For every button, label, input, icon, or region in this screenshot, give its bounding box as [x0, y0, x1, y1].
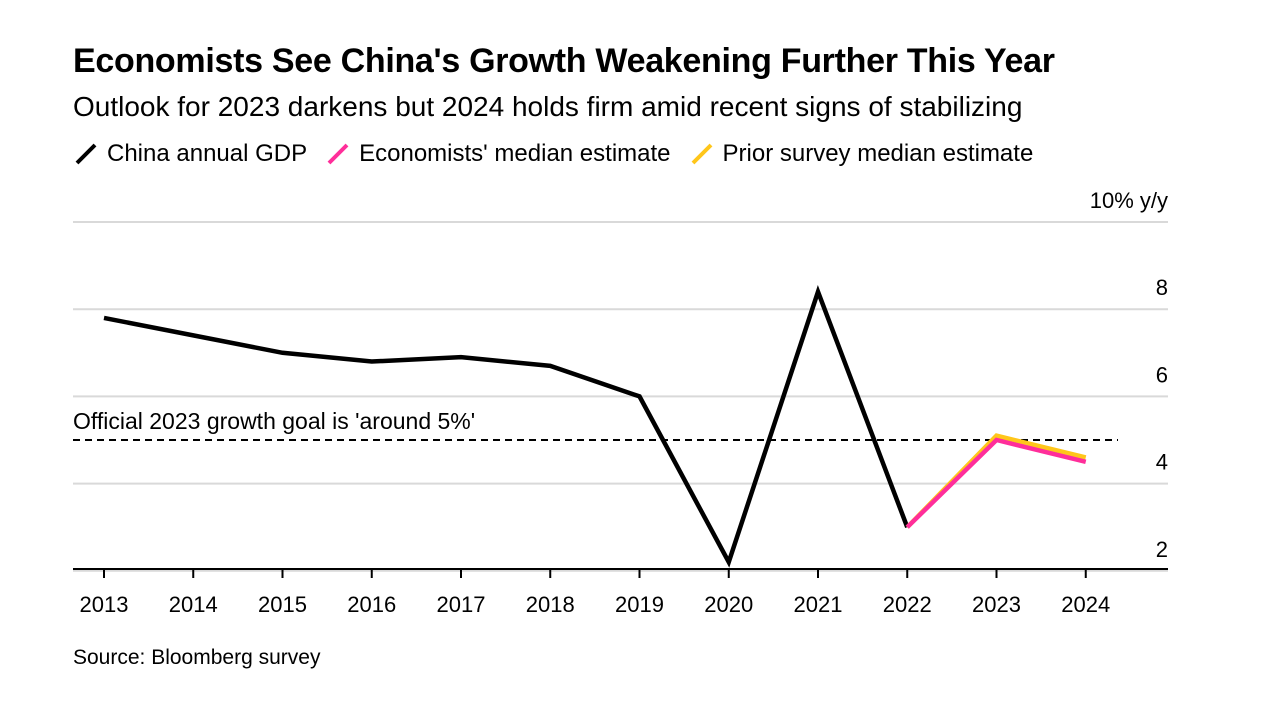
chart-subtitle: Outlook for 2023 darkens but 2024 holds …: [73, 91, 1023, 122]
legend-label-prior-estimate: Prior survey median estimate: [722, 140, 1034, 167]
x-tick-label-2014: 2014: [169, 592, 218, 617]
y-tick-label-4: 4: [1156, 450, 1168, 475]
y-tick-label-8: 8: [1156, 275, 1168, 300]
legend-item-china-gdp: China annual GDP: [73, 140, 307, 168]
x-tick-label-2017: 2017: [437, 592, 486, 617]
legend-label-median-estimate: Economists' median estimate: [359, 140, 671, 167]
y-tick-label-6: 6: [1156, 362, 1168, 387]
x-tick-label-2020: 2020: [704, 592, 753, 617]
y-tick-label-10: 10% y/y: [1090, 188, 1168, 213]
x-tick-label-2024: 2024: [1061, 592, 1110, 617]
x-tick-label-2015: 2015: [258, 592, 307, 617]
legend: China annual GDP Economists' median esti…: [73, 140, 1051, 168]
chart-title: Economists See China's Growth Weakening …: [73, 42, 1055, 80]
reference-line-label: Official 2023 growth goal is 'around 5%': [73, 408, 475, 434]
series-line-prior-survey-median-estimate: [905, 433, 1087, 529]
x-tick-label-2022: 2022: [883, 592, 932, 617]
x-tick-label-2019: 2019: [615, 592, 664, 617]
source-note: Source: Bloomberg survey: [73, 646, 321, 669]
y-tick-label-2: 2: [1156, 537, 1168, 562]
x-tick-label-2023: 2023: [972, 592, 1021, 617]
x-tick-label-2016: 2016: [347, 592, 396, 617]
legend-item-prior-estimate: Prior survey median estimate: [689, 140, 1034, 168]
legend-swatch-yellow: [691, 143, 712, 165]
legend-swatch-pink: [327, 143, 349, 165]
x-tick-label-2021: 2021: [794, 592, 843, 617]
x-tick-label-2018: 2018: [526, 592, 575, 617]
legend-swatch-black: [75, 143, 97, 165]
legend-label-china-gdp: China annual GDP: [107, 140, 308, 167]
series-line-china-annual-gdp: [103, 285, 910, 568]
legend-item-median-estimate: Economists' median estimate: [325, 140, 671, 168]
x-tick-label-2013: 2013: [80, 592, 129, 617]
